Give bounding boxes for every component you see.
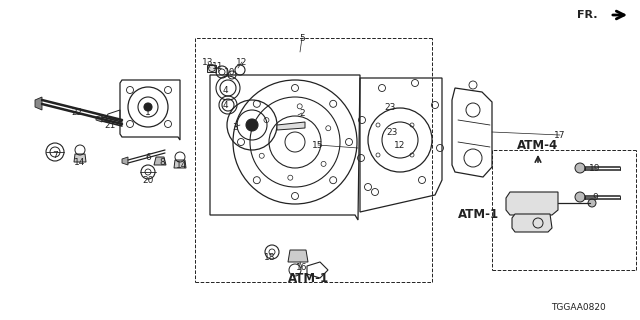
Polygon shape xyxy=(288,250,308,262)
Circle shape xyxy=(588,199,596,207)
Text: 21: 21 xyxy=(104,121,116,130)
Text: 9: 9 xyxy=(592,193,598,202)
Text: 23: 23 xyxy=(387,127,397,137)
Text: 19: 19 xyxy=(589,164,601,172)
Text: 22: 22 xyxy=(72,108,83,116)
Text: 20: 20 xyxy=(142,175,154,185)
Text: 13: 13 xyxy=(202,58,214,67)
Circle shape xyxy=(575,192,585,202)
Circle shape xyxy=(246,119,258,131)
Text: 4: 4 xyxy=(222,100,228,109)
Text: 3: 3 xyxy=(232,123,238,132)
Text: 18: 18 xyxy=(264,253,276,262)
Polygon shape xyxy=(96,115,102,122)
Text: 10: 10 xyxy=(224,68,236,76)
Text: 1: 1 xyxy=(145,108,151,116)
Text: 2: 2 xyxy=(299,108,305,117)
Polygon shape xyxy=(122,157,128,165)
Text: 14: 14 xyxy=(176,161,188,170)
Text: 15: 15 xyxy=(312,140,324,149)
Text: 7: 7 xyxy=(52,150,58,159)
Text: 12: 12 xyxy=(394,140,406,149)
Text: 12: 12 xyxy=(236,58,248,67)
Text: FR.: FR. xyxy=(577,10,598,20)
Text: 17: 17 xyxy=(554,131,566,140)
Text: 14: 14 xyxy=(74,157,86,166)
Polygon shape xyxy=(506,192,558,215)
Text: 8: 8 xyxy=(159,157,165,166)
Polygon shape xyxy=(207,65,216,72)
Text: TGGAA0820: TGGAA0820 xyxy=(550,303,605,313)
Text: 23: 23 xyxy=(384,102,396,111)
Circle shape xyxy=(144,103,152,111)
Polygon shape xyxy=(174,160,186,168)
Text: 5: 5 xyxy=(299,34,305,43)
Text: 6: 6 xyxy=(145,153,151,162)
Text: 4: 4 xyxy=(222,85,228,94)
Polygon shape xyxy=(154,157,166,165)
Text: ATM-4: ATM-4 xyxy=(517,139,559,151)
Text: ATM-1: ATM-1 xyxy=(458,209,499,221)
Polygon shape xyxy=(35,97,42,110)
Polygon shape xyxy=(512,214,552,232)
Polygon shape xyxy=(74,154,86,162)
Circle shape xyxy=(575,163,585,173)
Text: ATM-1: ATM-1 xyxy=(287,271,328,284)
Text: 16: 16 xyxy=(296,263,308,273)
Text: 11: 11 xyxy=(212,61,224,70)
Polygon shape xyxy=(277,122,305,130)
